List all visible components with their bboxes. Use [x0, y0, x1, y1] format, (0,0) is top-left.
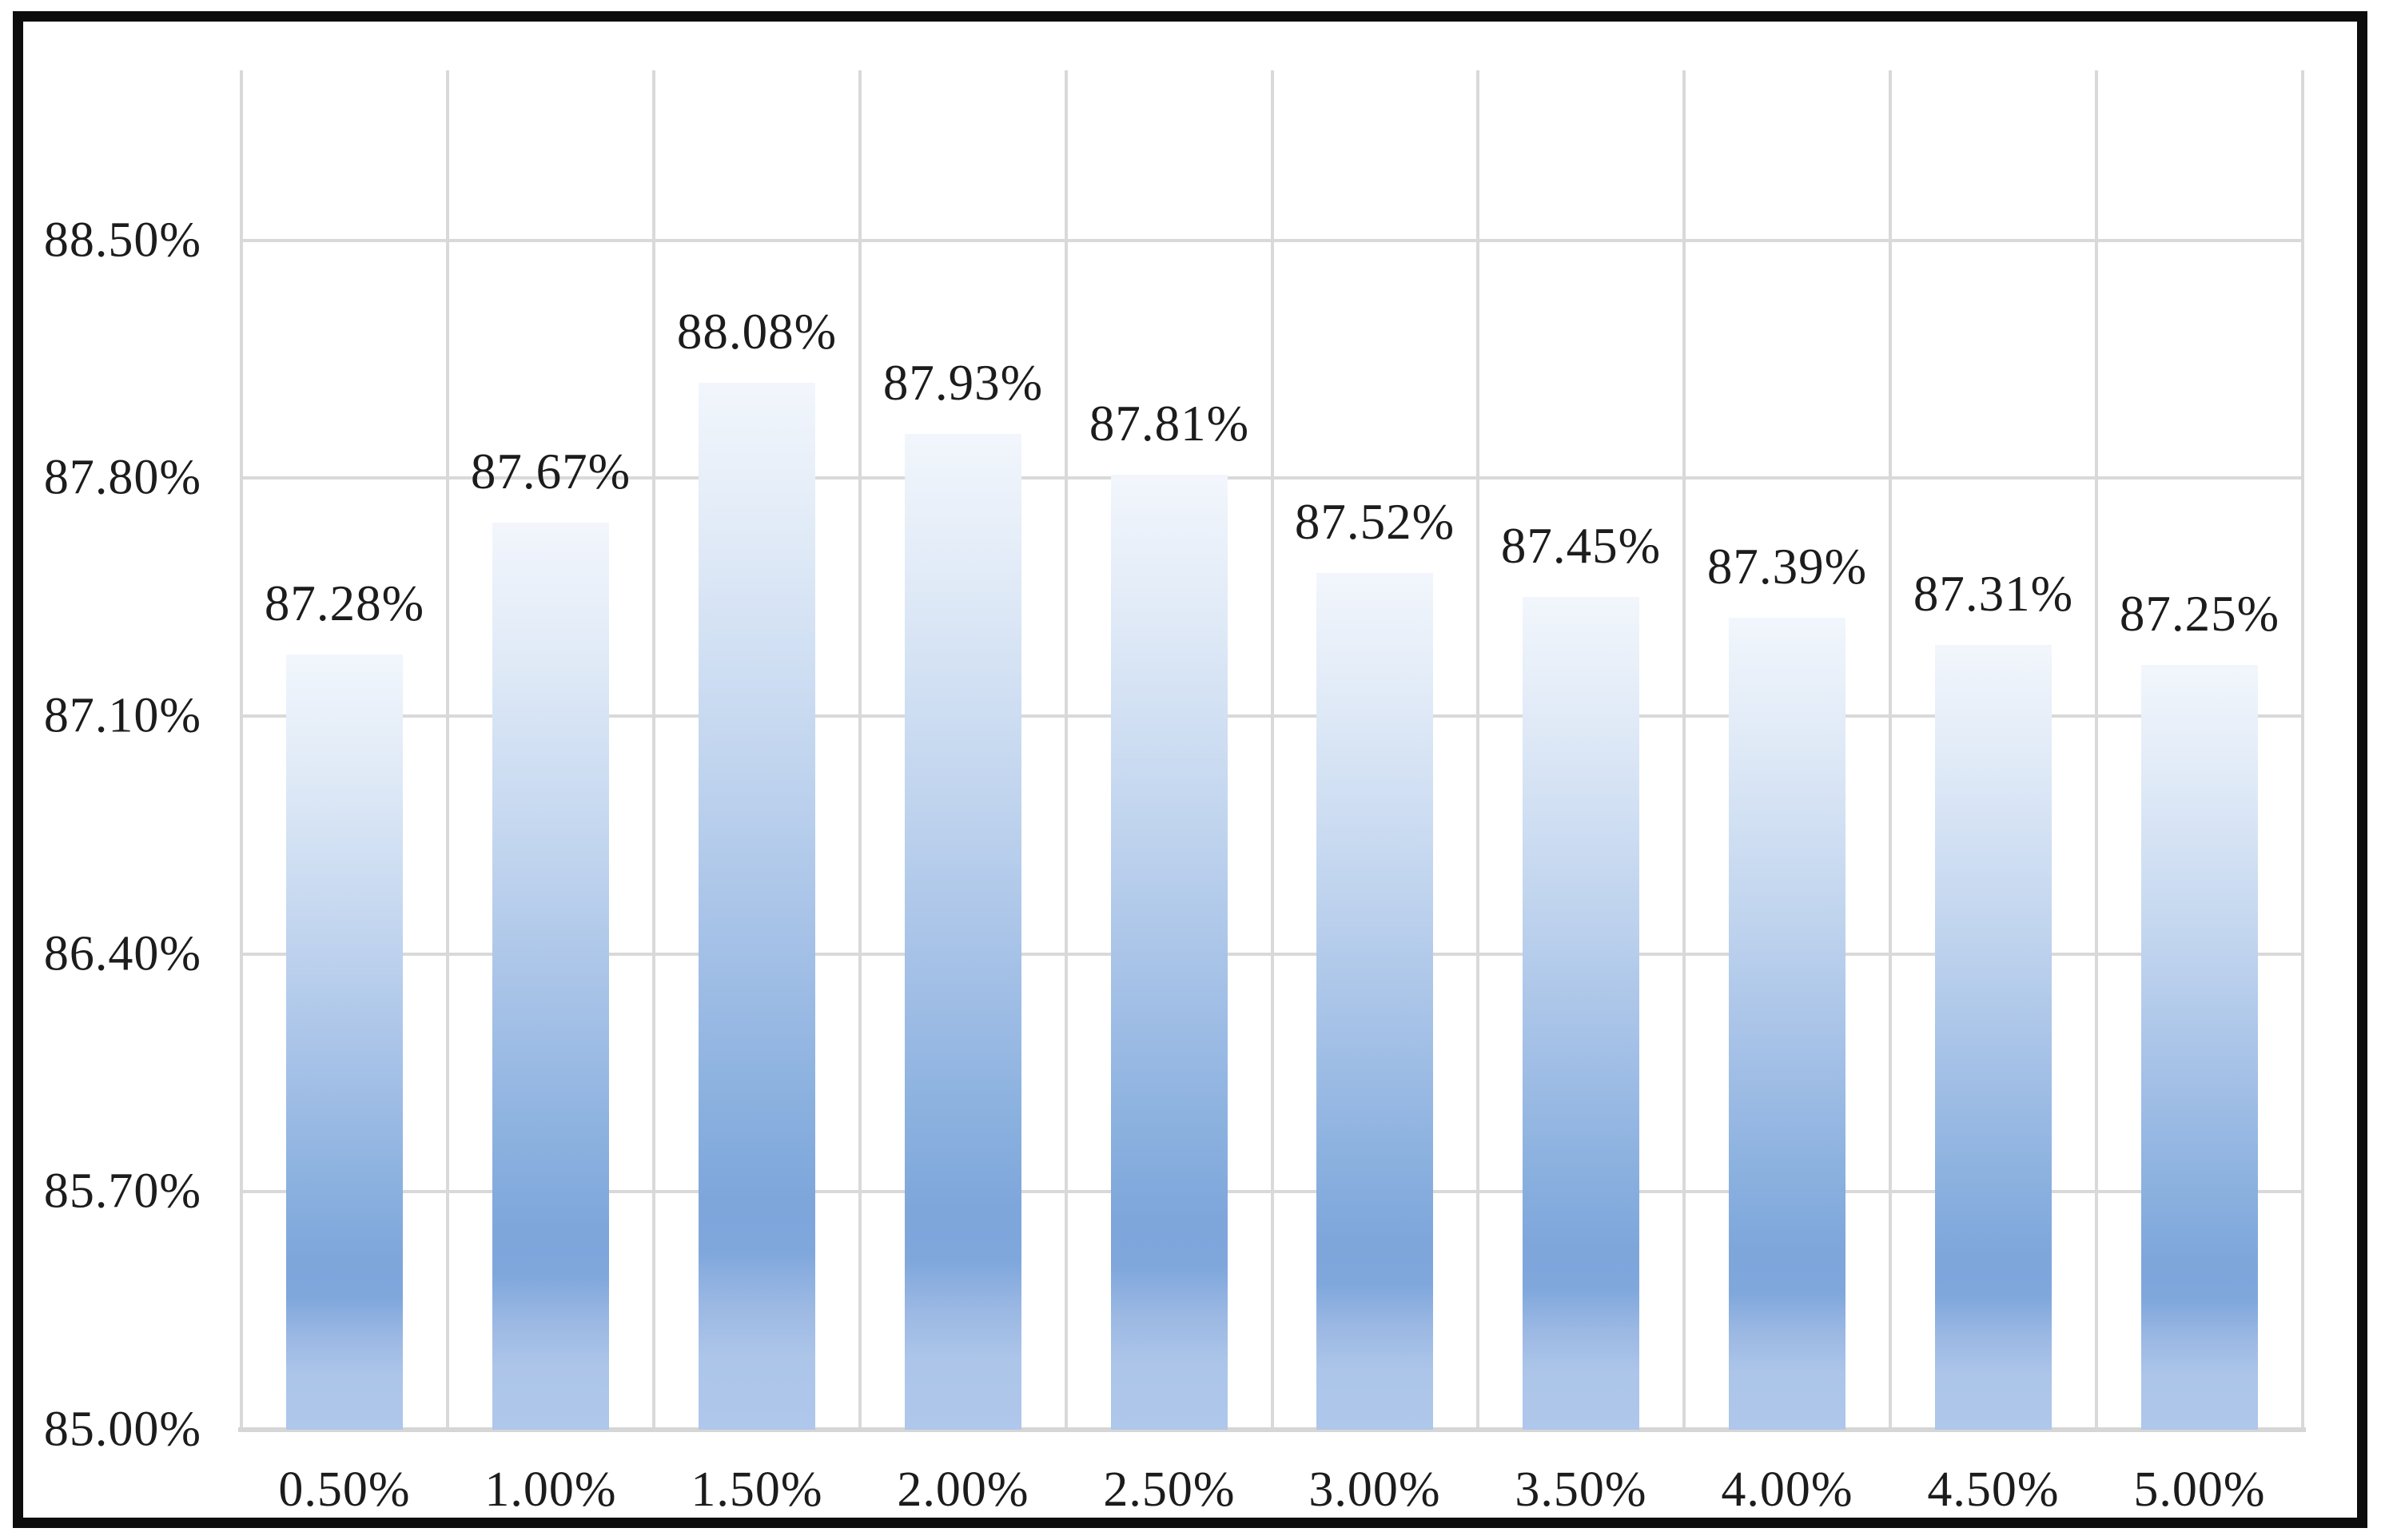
bar: [1523, 597, 1639, 1430]
y-tick-label: 87.10%: [43, 688, 201, 743]
x-tick-label: 1.00%: [484, 1462, 617, 1517]
x-tick-label: 2.00%: [897, 1462, 1029, 1517]
bar: [286, 655, 403, 1430]
v-gridline: [1271, 70, 1274, 1430]
bar-value-label: 87.81%: [1089, 396, 1250, 452]
x-tick-label: 1.50%: [691, 1462, 823, 1517]
y-tick-label: 87.80%: [43, 450, 201, 505]
v-gridline: [1476, 70, 1479, 1430]
bar-value-label: 87.25%: [2119, 586, 2280, 642]
bar-value-label: 87.67%: [470, 444, 631, 499]
bar-value-label: 87.31%: [1913, 566, 2074, 622]
bar-value-label: 87.93%: [882, 355, 1044, 411]
x-tick-label: 4.00%: [1721, 1462, 1853, 1517]
bar: [492, 523, 609, 1430]
bar-value-label: 87.52%: [1294, 494, 1455, 550]
y-tick-label: 85.70%: [43, 1164, 201, 1219]
bar: [1935, 645, 2052, 1430]
x-tick-label: 4.50%: [1927, 1462, 2060, 1517]
v-gridline: [2095, 70, 2098, 1430]
x-tick-label: 3.00%: [1308, 1462, 1441, 1517]
v-gridline: [1065, 70, 1068, 1430]
bar-value-label: 87.45%: [1500, 518, 1662, 574]
bar: [905, 434, 1021, 1430]
bar-value-label: 88.08%: [676, 304, 838, 360]
v-gridline: [446, 70, 449, 1430]
bar: [1111, 475, 1228, 1430]
y-tick-label: 86.40%: [43, 926, 201, 981]
v-gridline: [2301, 70, 2304, 1430]
bar: [1729, 618, 1845, 1430]
v-gridline: [1889, 70, 1892, 1430]
plot-area: 87.28% 87.67% 88.08% 87.93% 87.81% 87.52% 87.4…: [238, 70, 2306, 1432]
x-tick-label: 0.50%: [278, 1462, 411, 1517]
v-gridline: [858, 70, 862, 1430]
chart-frame: 87.28% 87.67% 88.08% 87.93% 87.81% 87.52% 87.4…: [13, 11, 2367, 1528]
bar: [1316, 573, 1433, 1430]
bar: [2141, 665, 2258, 1430]
bar: [699, 383, 815, 1430]
x-tick-label: 5.00%: [2133, 1462, 2266, 1517]
x-tick-label: 3.50%: [1515, 1462, 1647, 1517]
x-axis-line: [238, 1427, 2306, 1432]
v-gridline: [652, 70, 655, 1430]
bar-value-label: 87.28%: [264, 575, 425, 631]
y-tick-label: 88.50%: [43, 213, 201, 268]
v-gridline: [240, 70, 243, 1430]
bar-value-label: 87.39%: [1706, 539, 1868, 595]
v-gridline: [1682, 70, 1686, 1430]
x-tick-label: 2.50%: [1103, 1462, 1236, 1517]
y-tick-label: 85.00%: [43, 1402, 201, 1457]
